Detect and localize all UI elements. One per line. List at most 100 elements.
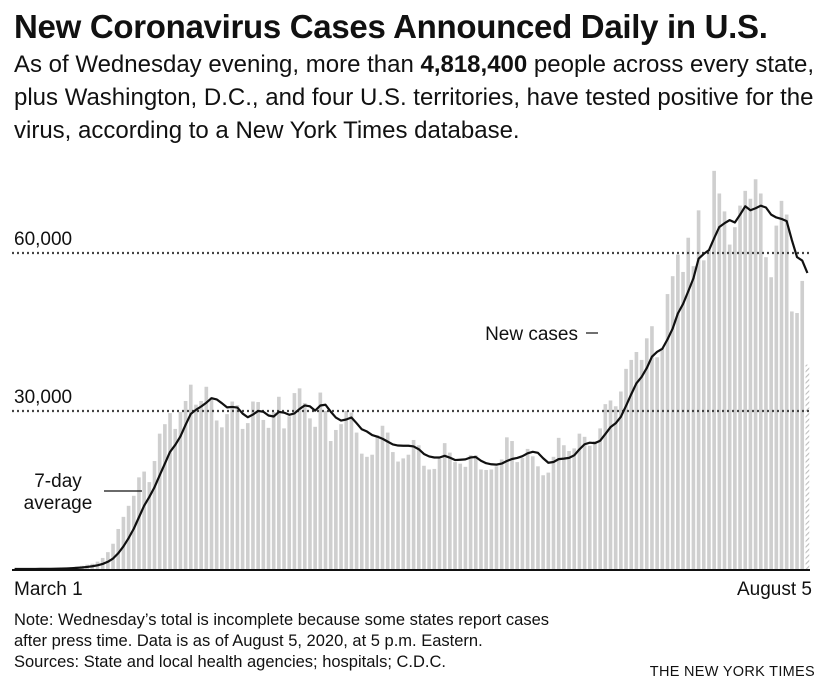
daily-cases-bar <box>256 402 260 569</box>
daily-cases-bar <box>354 432 359 569</box>
daily-cases-bar <box>385 432 390 569</box>
y-tick-label: 60,000 <box>14 229 72 250</box>
daily-cases-bar <box>515 462 520 569</box>
note-line-2: after press time. Data is as of August 5… <box>14 632 483 650</box>
daily-cases-bar <box>603 404 608 569</box>
daily-cases-bar <box>764 257 768 569</box>
daily-cases-bar <box>613 406 618 569</box>
daily-cases-bar <box>401 458 406 569</box>
daily-cases-bar <box>432 468 437 569</box>
daily-cases-bar <box>463 466 468 569</box>
subtitle-text-end: people across every state, plus Washingt… <box>14 51 815 144</box>
daily-cases-bar <box>214 420 219 569</box>
daily-cases-bar <box>411 439 416 569</box>
daily-cases-bar <box>349 412 354 569</box>
cases-chart: 30,000 60,000 New cases 7-day average Mar… <box>12 170 812 600</box>
daily-cases-bar <box>546 472 551 569</box>
chart-note: Note: Wednesday’s total is incomplete be… <box>14 610 654 673</box>
daily-cases-bar <box>328 441 333 569</box>
daily-cases-bar <box>779 200 784 570</box>
daily-cases-bar <box>282 428 286 569</box>
daily-cases-bar <box>297 388 302 569</box>
daily-cases-bar <box>245 423 250 569</box>
daily-cases-bar <box>624 368 628 569</box>
daily-cases-bar <box>116 528 121 569</box>
daily-cases-bar <box>660 347 665 569</box>
daily-cases-bar <box>681 271 685 569</box>
daily-cases-bar <box>199 400 203 569</box>
daily-cases-bar <box>230 401 235 569</box>
daily-cases-bar <box>442 443 447 569</box>
daily-cases-bar <box>727 244 732 569</box>
daily-cases-bar <box>572 448 577 569</box>
daily-cases-bar <box>396 461 400 569</box>
daily-cases-bar <box>137 477 141 569</box>
daily-cases-bar <box>251 401 255 569</box>
daily-cases-bar <box>308 418 312 569</box>
daily-cases-bar <box>639 359 644 569</box>
seven-day-label-line-2: average <box>24 493 93 514</box>
daily-cases-bar <box>266 427 271 569</box>
daily-cases-bar <box>800 280 805 569</box>
daily-cases-bar <box>634 352 639 569</box>
daily-cases-bar <box>650 326 654 569</box>
daily-cases-bar <box>271 412 276 569</box>
daily-cases-bar <box>468 455 473 569</box>
daily-cases-bar <box>453 462 457 569</box>
daily-cases-bar <box>287 416 292 569</box>
daily-cases-bar <box>743 190 748 569</box>
daily-cases-bar <box>520 457 525 569</box>
daily-cases-bar <box>758 193 763 570</box>
daily-cases-bar <box>494 466 499 569</box>
daily-cases-bar <box>163 424 167 569</box>
daily-cases-bar <box>665 294 670 569</box>
daily-cases-bar <box>712 170 716 569</box>
partial-day-bar <box>805 364 810 569</box>
daily-cases-bar <box>204 386 209 569</box>
daily-cases-bar <box>416 445 421 569</box>
daily-cases-bar <box>536 466 540 569</box>
daily-cases-bar <box>323 411 328 569</box>
daily-cases-bar <box>220 427 224 569</box>
daily-cases-bar <box>774 225 779 570</box>
x-axis-start-label: March 1 <box>14 579 83 600</box>
x-axis-end-label: August 5 <box>737 579 812 600</box>
daily-cases-bar <box>209 397 214 569</box>
daily-cases-bars <box>12 170 810 570</box>
daily-cases-bar <box>157 433 162 569</box>
daily-cases-bar <box>168 413 172 569</box>
daily-cases-bar <box>484 469 488 569</box>
daily-cases-bar <box>479 469 483 569</box>
subtitle-total-cases: 4,818,400 <box>420 51 528 78</box>
daily-cases-bar <box>188 384 193 569</box>
chart-title: New Coronavirus Cases Announced Daily in… <box>14 8 768 45</box>
daily-cases-bar <box>670 276 675 569</box>
daily-cases-bar <box>334 429 338 569</box>
daily-cases-bar <box>717 193 722 570</box>
daily-cases-bar <box>370 454 374 569</box>
daily-cases-bar <box>562 445 566 569</box>
chart-subtitle: As of Wednesday evening, more than 4,818… <box>14 48 819 147</box>
daily-cases-bar <box>582 436 587 569</box>
daily-cases-bar <box>525 448 530 569</box>
daily-cases-bar <box>427 469 431 569</box>
credit-line: THE NEW YORK TIMES <box>649 664 815 680</box>
daily-cases-bar <box>619 391 623 569</box>
daily-cases-bar <box>577 433 582 569</box>
daily-cases-bar <box>131 495 136 569</box>
daily-cases-bar <box>318 392 323 569</box>
daily-cases-bar <box>173 428 178 569</box>
subtitle-text-start: As of Wednesday evening, more than <box>14 51 421 78</box>
daily-cases-bar <box>142 471 146 569</box>
y-tick-label: 30,000 <box>14 387 72 408</box>
daily-cases-bar <box>608 400 613 569</box>
daily-cases-bar <box>391 452 395 569</box>
daily-cases-bar <box>499 459 504 569</box>
daily-cases-bar <box>790 311 794 569</box>
daily-cases-bar <box>235 405 240 569</box>
daily-cases-bar <box>183 400 188 569</box>
daily-cases-bar <box>753 179 758 569</box>
daily-cases-bar <box>707 249 711 569</box>
daily-cases-bar <box>147 482 152 569</box>
daily-cases-bar <box>380 425 385 569</box>
